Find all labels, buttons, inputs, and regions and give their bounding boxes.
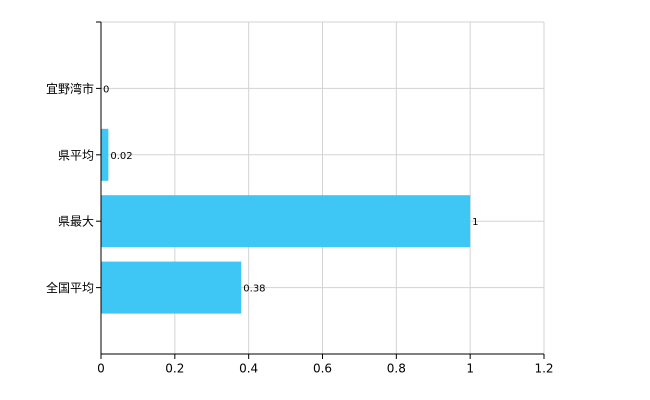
x-tick-label: 0.8 [387,362,406,376]
y-tick-label: 県最大 [58,215,94,229]
data-label: 0.38 [243,284,265,295]
data-label: 0 [103,84,109,95]
x-tick-label: 0.4 [239,362,258,376]
x-tick-label: 0 [97,362,105,376]
y-tick-label: 宜野湾市 [46,81,94,96]
x-tick-label: 0.6 [313,362,332,376]
data-label: 1 [472,217,478,228]
bar [101,261,242,314]
x-tick-label: 1.2 [534,362,553,376]
bar [101,128,109,181]
x-tick-label: 0.2 [165,362,184,376]
y-tick-label: 県平均 [58,148,94,162]
bar [101,195,471,248]
data-label: 0.02 [110,151,132,162]
x-tick-label: 1 [466,362,474,376]
y-tick-label: 全国平均 [46,280,94,295]
